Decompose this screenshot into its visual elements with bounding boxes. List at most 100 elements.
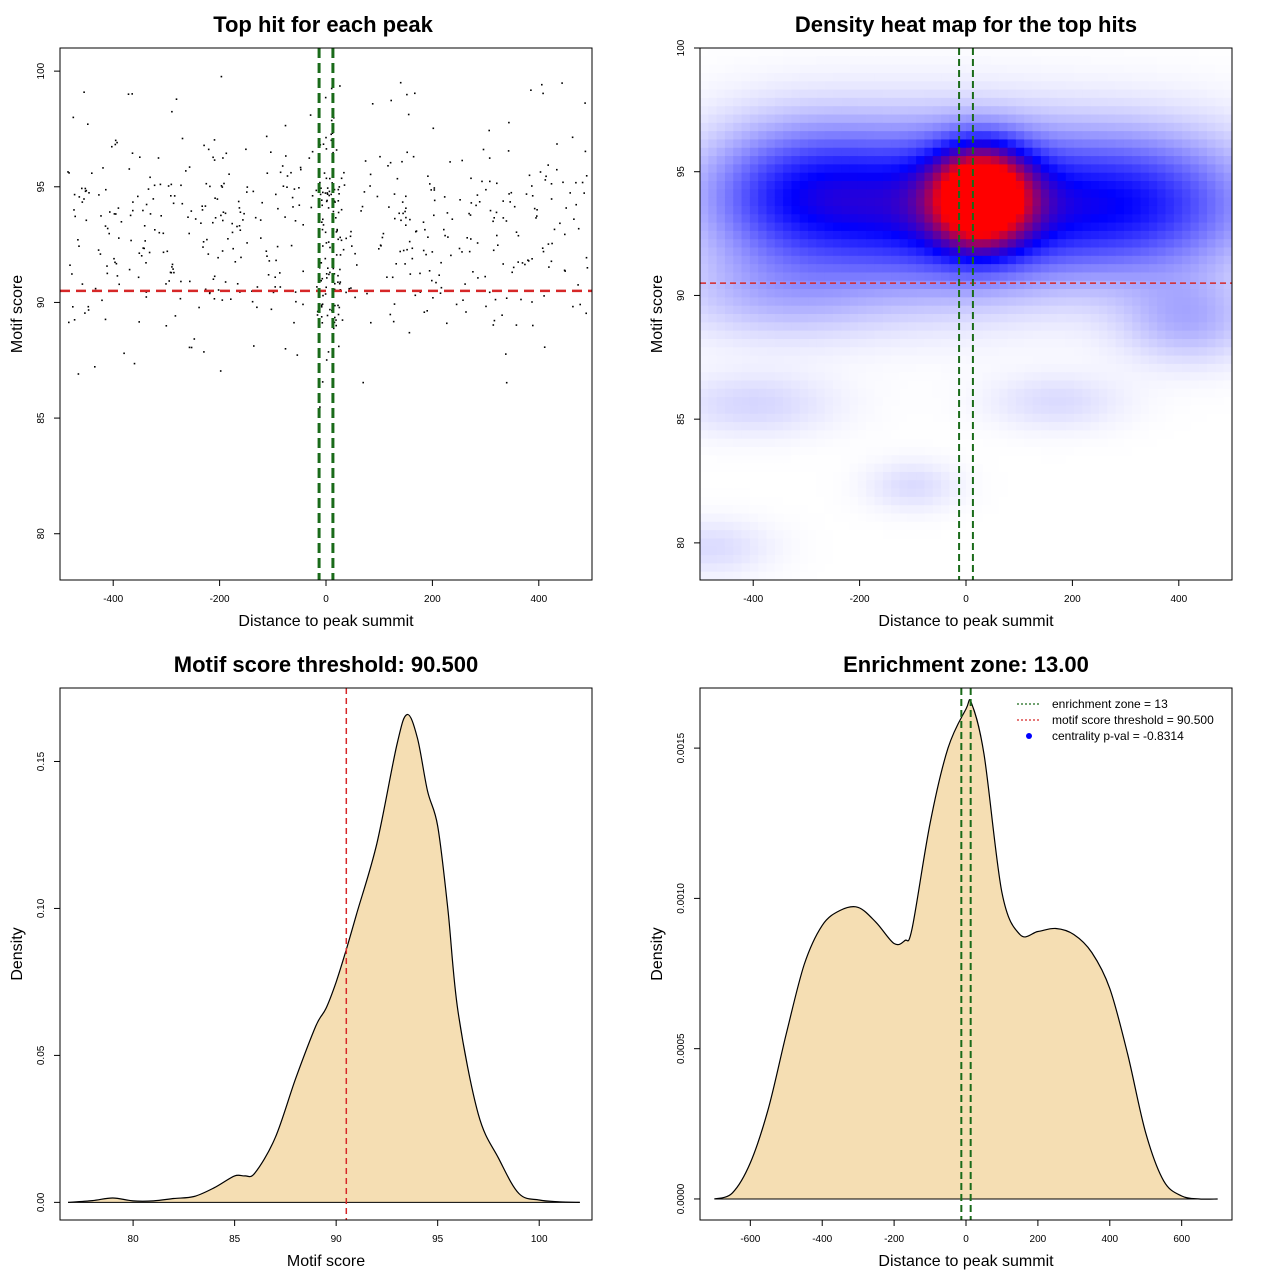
heatmap-cell <box>1090 447 1100 456</box>
heatmap-cell <box>866 181 876 190</box>
heatmap-cell <box>783 563 793 573</box>
heatmap-cell <box>824 230 834 240</box>
scatter-point <box>488 129 490 132</box>
scatter-point <box>561 82 563 84</box>
heatmap-cell <box>1140 48 1150 57</box>
heatmap-cell <box>990 330 1000 340</box>
heatmap-cell <box>941 405 950 415</box>
heatmap-cell <box>1024 239 1034 249</box>
heatmap-cell <box>974 205 984 215</box>
heatmap-cell <box>841 488 851 498</box>
scatter-point <box>100 215 102 217</box>
heatmap-cell <box>1148 48 1158 57</box>
heatmap-cell <box>874 172 884 182</box>
heatmap-cell <box>1040 413 1050 423</box>
heatmap-cell <box>1132 438 1142 448</box>
heatmap-cell <box>1082 97 1092 107</box>
heatmap-cell <box>816 330 826 340</box>
heatmap-cell <box>766 272 776 282</box>
scatter-point <box>405 224 407 226</box>
heatmap-cell <box>891 81 901 91</box>
heatmap-cell <box>1165 455 1175 465</box>
distance-density-xtick-label: 200 <box>1030 1234 1047 1245</box>
heatmap-cell <box>974 314 984 323</box>
heatmap-cell <box>716 164 726 174</box>
heatmap-cell <box>841 72 851 82</box>
scatter-point <box>106 272 109 275</box>
heatmap-cell <box>783 264 793 274</box>
heatmap-cell <box>1198 338 1208 348</box>
heatmap-cell <box>849 172 859 182</box>
heatmap-cell <box>941 89 950 99</box>
scatter-point <box>324 231 327 234</box>
scatter-point <box>423 311 426 313</box>
heatmap-cell <box>1165 488 1175 498</box>
heatmap-cell <box>916 81 926 91</box>
heatmap-cell <box>1190 555 1200 564</box>
heatmap-cell <box>716 355 726 365</box>
heatmap-cell <box>966 388 975 398</box>
heatmap-cell <box>749 172 759 182</box>
heatmap-cell <box>816 363 826 373</box>
heatmap-cell <box>758 156 768 165</box>
heatmap-cell <box>733 230 743 240</box>
heatmap-cell <box>899 139 909 149</box>
heatmap-cell <box>816 347 826 357</box>
heatmap-cell <box>1115 422 1125 431</box>
heatmap-cell <box>1007 388 1017 398</box>
heatmap-cell <box>1215 164 1225 174</box>
heatmap-cell <box>708 280 718 290</box>
heatmap-cell <box>824 156 834 165</box>
heatmap-cell <box>1074 139 1083 149</box>
heatmap-cell <box>724 205 734 215</box>
scatter-point <box>412 155 415 158</box>
heatmap-cell <box>1198 488 1208 498</box>
heatmap-cell <box>1132 81 1142 91</box>
heatmap-cell <box>700 546 709 556</box>
heatmap-cell <box>724 97 734 107</box>
heatmap-cell <box>824 122 834 132</box>
scatter-point <box>422 249 425 252</box>
heatmap-cell <box>899 330 909 340</box>
heatmap-cell <box>733 397 743 407</box>
scatter-point <box>120 221 123 223</box>
heatmap-cell <box>749 89 759 99</box>
heatmap-cell <box>783 81 793 91</box>
scatter-point <box>194 218 197 220</box>
heatmap-cell <box>899 372 909 382</box>
heatmap-cell <box>783 247 793 257</box>
heatmap-cell <box>1015 297 1025 307</box>
heatmap-cell <box>999 330 1009 340</box>
heatmap-cell <box>816 463 826 473</box>
heatmap-cell <box>1157 56 1167 66</box>
scatter-point <box>152 198 155 200</box>
heatmap-cell <box>1132 289 1142 298</box>
scatter-point <box>170 183 173 186</box>
heatmap-cell <box>733 280 743 290</box>
heatmap-cell <box>1082 413 1092 423</box>
heatmap-cell <box>882 239 892 249</box>
heatmap-cell <box>1140 563 1150 573</box>
heatmap-cell <box>1223 355 1232 365</box>
heatmap-cell <box>1090 272 1100 282</box>
heatmap-cell <box>857 247 867 257</box>
heatmap-cell <box>899 314 909 323</box>
heatmap-cell <box>941 172 950 182</box>
heatmap-cell <box>1040 230 1050 240</box>
heatmap-cell <box>990 447 1000 456</box>
heatmap-cell <box>749 131 759 141</box>
heatmap-cell <box>957 205 967 215</box>
heatmap-cell <box>1049 338 1059 348</box>
heatmap-cell <box>1123 272 1133 282</box>
heatmap-cell <box>999 48 1009 57</box>
heatmap-cell <box>1140 314 1150 323</box>
heatmap-cell <box>891 496 901 506</box>
heatmap-cell <box>1057 480 1067 490</box>
heatmap-cell <box>1207 56 1216 66</box>
heatmap-cell <box>716 297 726 307</box>
heatmap-cell <box>1090 48 1100 57</box>
scatter-point <box>496 182 498 185</box>
heatmap-cell <box>957 355 967 365</box>
heatmap-cell <box>1074 247 1083 257</box>
heatmap-cell <box>974 181 984 190</box>
